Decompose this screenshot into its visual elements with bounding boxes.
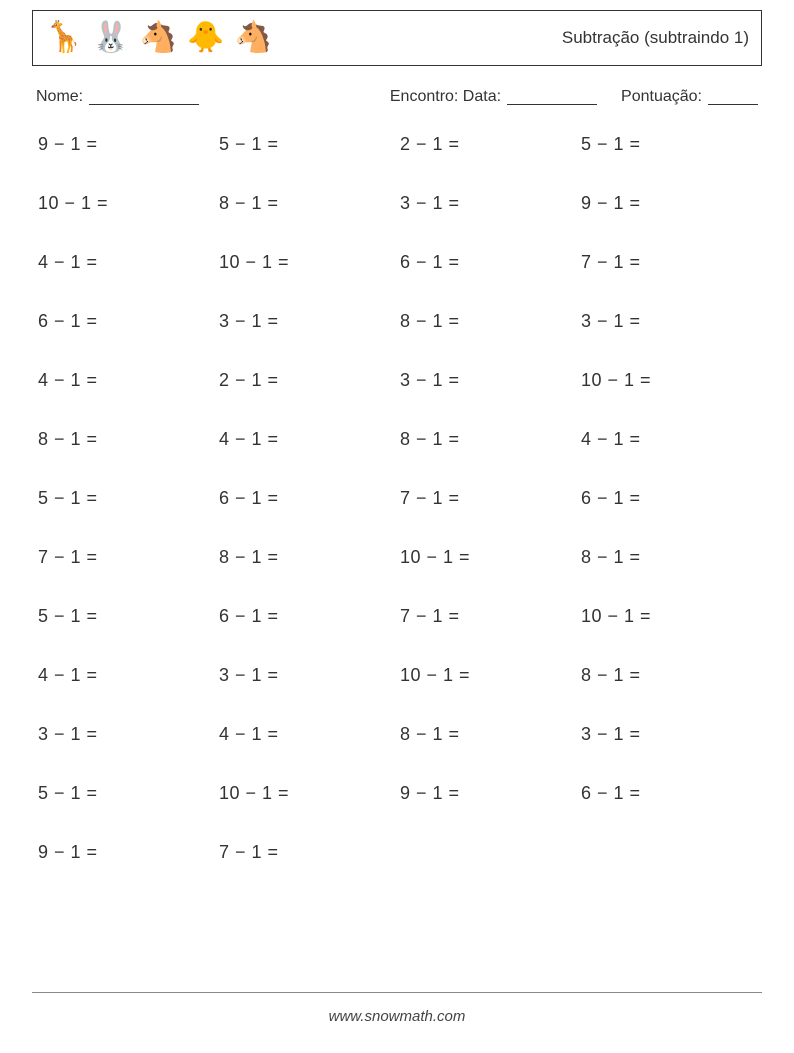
giraffe-icon: 🦒: [45, 23, 82, 53]
problem-cell: 5 − 1 =: [581, 134, 762, 155]
score-blank[interactable]: [708, 88, 758, 105]
problems-grid: 9 − 1 =5 − 1 =2 − 1 =5 − 1 =10 − 1 =8 − …: [32, 134, 762, 863]
meta-left: Nome:: [36, 88, 199, 106]
problem-cell: 5 − 1 =: [38, 783, 219, 804]
footer-divider: [32, 992, 762, 993]
problem-cell: 5 − 1 =: [219, 134, 400, 155]
problem-cell: 9 − 1 =: [38, 842, 219, 863]
problem-cell: 6 − 1 =: [219, 606, 400, 627]
problem-cell: 4 − 1 =: [219, 429, 400, 450]
chick-icon: 🐥: [187, 23, 224, 53]
problem-cell: 9 − 1 =: [400, 783, 581, 804]
problem-cell: 6 − 1 =: [38, 311, 219, 332]
problem-cell: 10 − 1 =: [219, 783, 400, 804]
problem-cell: 3 − 1 =: [581, 724, 762, 745]
problem-cell: 9 − 1 =: [581, 193, 762, 214]
problem-cell: 8 − 1 =: [581, 665, 762, 686]
score-label: Pontuação:: [621, 88, 702, 106]
problem-cell: 10 − 1 =: [400, 665, 581, 686]
worksheet-title: Subtração (subtraindo 1): [562, 28, 749, 48]
problem-cell: 2 − 1 =: [219, 370, 400, 391]
problem-cell: 8 − 1 =: [400, 311, 581, 332]
problem-cell: 4 − 1 =: [38, 370, 219, 391]
problem-cell: 2 − 1 =: [400, 134, 581, 155]
problem-cell: 3 − 1 =: [400, 370, 581, 391]
problem-cell: 4 − 1 =: [219, 724, 400, 745]
problem-cell: 3 − 1 =: [581, 311, 762, 332]
problem-cell: 3 − 1 =: [219, 311, 400, 332]
problem-cell: 6 − 1 =: [581, 488, 762, 509]
problem-cell: 10 − 1 =: [219, 252, 400, 273]
date-blank[interactable]: [507, 88, 597, 105]
problem-cell: 7 − 1 =: [219, 842, 400, 863]
horse-icon: 🐴: [234, 23, 271, 53]
name-label: Nome:: [36, 88, 83, 106]
footer-url: www.snowmath.com: [0, 1008, 794, 1025]
problem-cell: 8 − 1 =: [581, 547, 762, 568]
problem-cell: 4 − 1 =: [38, 252, 219, 273]
problem-cell: 7 − 1 =: [581, 252, 762, 273]
problem-cell: 8 − 1 =: [219, 547, 400, 568]
problem-cell: 3 − 1 =: [219, 665, 400, 686]
problem-cell: 8 − 1 =: [38, 429, 219, 450]
problem-cell: 6 − 1 =: [400, 252, 581, 273]
problem-cell: 4 − 1 =: [581, 429, 762, 450]
problem-cell: 4 − 1 =: [38, 665, 219, 686]
name-blank[interactable]: [89, 88, 199, 105]
donkey-icon: 🐴: [140, 23, 177, 53]
meta-row: Nome: Encontro: Data: Pontuação:: [36, 88, 758, 106]
problem-cell: 10 − 1 =: [581, 370, 762, 391]
problem-cell: 7 − 1 =: [400, 606, 581, 627]
problem-cell: 8 − 1 =: [219, 193, 400, 214]
problem-cell: 6 − 1 =: [219, 488, 400, 509]
problem-cell: 7 − 1 =: [38, 547, 219, 568]
date-label: Encontro: Data:: [390, 88, 501, 106]
problem-cell: 8 − 1 =: [400, 724, 581, 745]
problem-cell: 10 − 1 =: [400, 547, 581, 568]
rabbit-icon: 🐰: [92, 23, 129, 53]
problem-cell: 7 − 1 =: [400, 488, 581, 509]
problem-cell: 5 − 1 =: [38, 606, 219, 627]
problem-cell: 8 − 1 =: [400, 429, 581, 450]
problem-cell: 5 − 1 =: [38, 488, 219, 509]
problem-cell: 6 − 1 =: [581, 783, 762, 804]
animal-icons: 🦒 🐰 🐴 🐥 🐴: [45, 23, 272, 53]
problem-cell: 10 − 1 =: [38, 193, 219, 214]
worksheet-page: 🦒 🐰 🐴 🐥 🐴 Subtração (subtraindo 1) Nome:…: [0, 0, 794, 1053]
problem-cell: 3 − 1 =: [38, 724, 219, 745]
header-box: 🦒 🐰 🐴 🐥 🐴 Subtração (subtraindo 1): [32, 10, 762, 66]
meta-right: Encontro: Data: Pontuação:: [390, 88, 758, 106]
problem-cell: 9 − 1 =: [38, 134, 219, 155]
problem-cell: 10 − 1 =: [581, 606, 762, 627]
problem-cell: 3 − 1 =: [400, 193, 581, 214]
